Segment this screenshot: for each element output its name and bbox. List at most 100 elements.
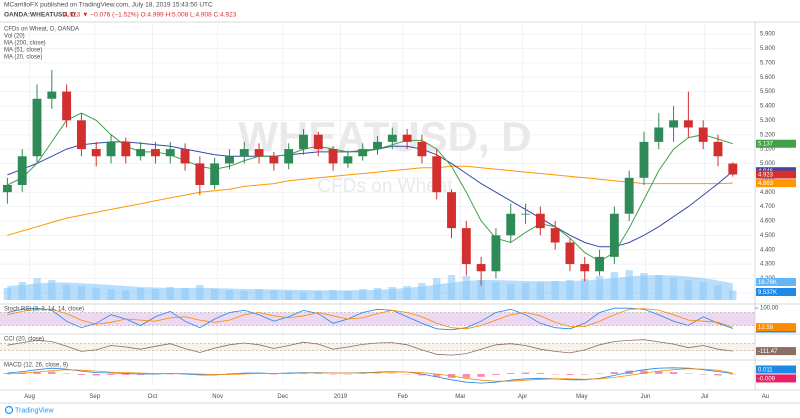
- histogram-bar: [462, 374, 471, 378]
- candle-body: [76, 120, 86, 150]
- volume-bar: [166, 287, 174, 300]
- last-value-label: -0.009: [758, 376, 776, 382]
- volume-bar: [699, 282, 707, 300]
- candle-body: [299, 134, 308, 150]
- histogram-bar: [77, 374, 86, 375]
- candle-body: [313, 134, 323, 150]
- indicator-band: [0, 312, 755, 326]
- indicator-line: [7, 368, 733, 382]
- candle-body: [343, 156, 353, 164]
- volume-bar: [373, 288, 382, 300]
- candle-body: [683, 120, 693, 128]
- publisher: MCarrilloFX published on TradingView.com…: [4, 2, 213, 9]
- pane-title: Stoch RSI (3, 3, 14, 14, close): [4, 307, 84, 313]
- y-tick-label: 5.000: [760, 161, 776, 167]
- volume-bar: [181, 288, 189, 300]
- histogram-bar: [477, 374, 485, 377]
- volume-bar: [329, 290, 337, 300]
- x-tick-label: Jul: [701, 394, 709, 400]
- x-tick-label: Apr: [518, 394, 527, 400]
- watermark: WHEATUSD, D: [238, 113, 531, 160]
- volume-bar: [581, 279, 589, 300]
- candle-body: [239, 149, 249, 157]
- volume-bar: [344, 291, 352, 300]
- x-tick-label: May: [576, 394, 587, 400]
- candle-body: [580, 264, 590, 272]
- candle-body: [402, 134, 412, 142]
- y-tick-label: 5.700: [760, 60, 776, 66]
- last-value-label: 4.863: [758, 181, 774, 187]
- y-tick-label: 4.800: [760, 190, 776, 196]
- histogram-bar: [33, 371, 41, 374]
- x-tick-label: Oct: [148, 394, 158, 400]
- y-tick-label: 4.700: [760, 204, 776, 210]
- volume-bar: [284, 291, 293, 300]
- y-tick-label: 5.600: [760, 75, 776, 81]
- y-tick-label: 5.300: [760, 118, 776, 124]
- candle-body: [639, 141, 649, 178]
- last-value-box: [756, 179, 796, 188]
- histogram-bar: [240, 373, 248, 374]
- x-tick-label: Au: [762, 394, 769, 400]
- candle-body: [595, 256, 604, 272]
- candle-body: [698, 127, 708, 142]
- volume-bar: [358, 289, 367, 300]
- candle-body: [136, 149, 146, 157]
- volume-bar: [3, 288, 12, 300]
- last-value-box: [756, 170, 796, 179]
- candle-body: [284, 149, 294, 164]
- volume-bar: [107, 289, 115, 300]
- indicator-line: [7, 339, 733, 356]
- last-value-box: [756, 374, 796, 383]
- y-tick-label: 4.600: [760, 219, 776, 225]
- x-tick-label: 2019: [334, 394, 348, 400]
- volume-bar: [640, 273, 648, 300]
- candle-body: [210, 163, 220, 185]
- volume-bar: [521, 283, 530, 300]
- pane-title: CCI (20, close): [4, 337, 44, 343]
- candle-body: [565, 242, 575, 265]
- histogram-bar: [136, 374, 145, 375]
- histogram-bar: [48, 371, 56, 374]
- legend-entry: MA (200, close): [4, 41, 46, 47]
- candle-body: [358, 149, 368, 157]
- volume-bar: [92, 288, 100, 300]
- y-tick-label: 5.900: [760, 32, 776, 38]
- y-tick-label: 5.100: [760, 147, 776, 153]
- legend-entry: MA (51, close): [4, 48, 42, 54]
- histogram-bar: [433, 374, 441, 377]
- candle-body: [491, 235, 501, 272]
- histogram-bar: [92, 374, 100, 376]
- histogram-bar: [492, 374, 500, 375]
- last-value-label: 4.923: [758, 172, 774, 178]
- candle-body: [417, 141, 427, 157]
- last-value-label: 16.78K: [758, 280, 777, 286]
- candle-body: [269, 156, 279, 164]
- volume-bar: [403, 286, 411, 300]
- candle-body: [180, 149, 190, 164]
- candle-body: [47, 91, 57, 99]
- candle-body: [506, 213, 516, 236]
- last-value-box: [756, 347, 796, 356]
- y-tick-label: 4.300: [760, 262, 776, 268]
- candle-body: [106, 141, 116, 157]
- y-tick-label: 5.800: [760, 46, 776, 52]
- last-value-box: [756, 288, 796, 296]
- candle-body: [373, 141, 382, 150]
- indicator-line: [7, 307, 733, 331]
- volume-bar: [477, 280, 485, 300]
- volume-bar: [684, 280, 693, 300]
- candle-body: [17, 156, 27, 185]
- last-value-label: -111.47: [758, 349, 778, 355]
- candle-body: [165, 149, 175, 157]
- symbol: OANDA:WHEATUSD, D: [4, 12, 76, 19]
- x-tick-label: Nov: [212, 394, 223, 400]
- candle-body: [447, 192, 456, 229]
- candle-body: [254, 149, 264, 157]
- volume-bar: [33, 278, 41, 300]
- volume-bar: [433, 278, 441, 300]
- y-tick-label: 4.400: [760, 247, 776, 253]
- histogram-bar: [122, 374, 130, 375]
- volume-bar: [551, 281, 559, 300]
- volume-bar: [122, 290, 130, 300]
